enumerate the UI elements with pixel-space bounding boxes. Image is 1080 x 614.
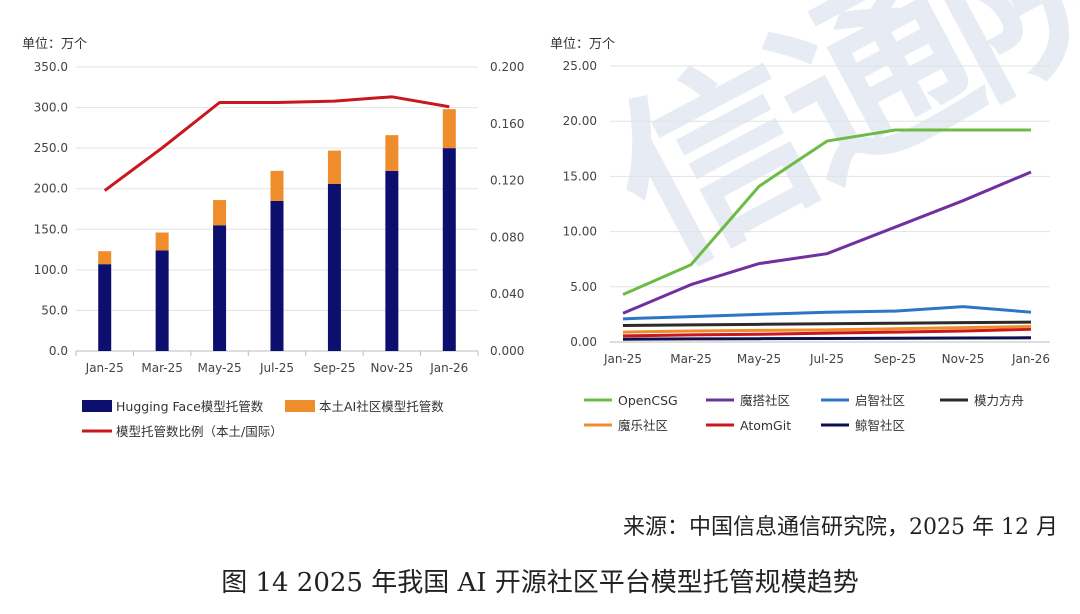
series-line bbox=[622, 325, 1032, 334]
right-x-tick-label: Jan-26 bbox=[1011, 352, 1050, 366]
legend-swatch bbox=[82, 400, 112, 412]
ratio-line bbox=[103, 95, 450, 192]
bar-segment bbox=[385, 170, 399, 351]
legend-label: 启智社区 bbox=[855, 393, 905, 408]
left-x-tick-label: Mar-25 bbox=[141, 361, 182, 375]
right-y-tick-label: 25.00 bbox=[563, 59, 597, 73]
bar-segment bbox=[327, 183, 341, 351]
bar-segment bbox=[270, 200, 284, 351]
left-x-tick-label: Nov-25 bbox=[371, 361, 414, 375]
legend-label: OpenCSG bbox=[618, 393, 678, 408]
series-line bbox=[622, 336, 1032, 341]
right-y-tick-label: 0.00 bbox=[570, 335, 597, 349]
left-y-tick-label: 150.0 bbox=[34, 222, 68, 236]
series-line bbox=[622, 170, 1032, 315]
right-y-tick-label: 0.120 bbox=[490, 174, 524, 188]
figure-caption: 图 14 2025 年我国 AI 开源社区平台模型托管规模趋势 bbox=[221, 568, 859, 598]
series-line bbox=[622, 305, 1032, 321]
legend-swatch bbox=[285, 400, 315, 412]
left-x-tick-label: Sep-25 bbox=[313, 361, 355, 375]
right-x-tick-label: Nov-25 bbox=[942, 352, 985, 366]
right-x-tick-label: May-25 bbox=[737, 352, 781, 366]
left-y-tick-label: 50.0 bbox=[41, 303, 68, 317]
right-y-tick-label: 15.00 bbox=[563, 169, 597, 183]
bar-segment bbox=[155, 232, 169, 251]
left-x-tick-label: Jul-25 bbox=[259, 361, 294, 375]
bar-segment bbox=[98, 264, 112, 351]
right-x-tick-label: Jan-25 bbox=[603, 352, 642, 366]
right-y-tick-label: 0.000 bbox=[490, 344, 524, 358]
legend-label: AtomGit bbox=[740, 418, 791, 433]
right-y-tick-label: 5.00 bbox=[570, 280, 597, 294]
left-y-tick-label: 350.0 bbox=[34, 60, 68, 74]
legend-label: 魔乐社区 bbox=[618, 418, 668, 433]
left-x-tick-label: Jan-26 bbox=[429, 361, 468, 375]
series-line bbox=[622, 128, 1031, 296]
bar-segment bbox=[155, 250, 169, 351]
left-unit-label: 单位：万个 bbox=[22, 37, 87, 52]
bar-segment bbox=[98, 251, 112, 265]
left-y-tick-label: 300.0 bbox=[34, 101, 68, 115]
bar-segment bbox=[270, 170, 284, 201]
right-x-tick-label: Jul-25 bbox=[809, 352, 844, 366]
bar-segment bbox=[213, 200, 227, 226]
source-note: 来源：中国信息通信研究院，2025 年 12 月 bbox=[623, 515, 1058, 540]
right-y-tick-label: 10.00 bbox=[563, 225, 597, 239]
bar-segment bbox=[442, 109, 456, 149]
right-x-tick-label: Sep-25 bbox=[874, 352, 916, 366]
left-chart: 单位：万个 0.0 50.0 100.0 150.0 200.0 250.0 300.0 350… bbox=[22, 37, 524, 439]
left-y-tick-label: 100.0 bbox=[34, 263, 68, 277]
right-x-tick-label: Mar-25 bbox=[670, 352, 711, 366]
left-x-tick-label: Jan-25 bbox=[85, 361, 124, 375]
bar-segment bbox=[327, 150, 341, 184]
series-line bbox=[622, 320, 1032, 327]
legend-label: 鲸智社区 bbox=[855, 418, 905, 433]
series-line bbox=[622, 327, 1032, 338]
legend-label: 模力方舟 bbox=[974, 393, 1024, 408]
right-unit-label: 单位：万个 bbox=[550, 37, 615, 52]
legend-label: Hugging Face模型托管数 bbox=[116, 399, 264, 414]
right-y-tick-label: 20.00 bbox=[563, 114, 597, 128]
right-y-tick-label: 0.200 bbox=[490, 60, 524, 74]
bar-segment bbox=[442, 148, 456, 351]
left-y-tick-label: 0.0 bbox=[49, 344, 68, 358]
bar-segment bbox=[213, 225, 227, 351]
legend-label: 本土AI社区模型托管数 bbox=[319, 399, 444, 414]
right-y-tick-label: 0.040 bbox=[490, 287, 524, 301]
legend-label: 模型托管数比例（本土/国际） bbox=[116, 424, 283, 439]
right-y-tick-label: 0.080 bbox=[490, 230, 524, 244]
left-y-tick-label: 250.0 bbox=[34, 141, 68, 155]
right-y-tick-label: 0.160 bbox=[490, 117, 524, 131]
bar-segment bbox=[385, 135, 399, 171]
left-x-tick-label: May-25 bbox=[197, 361, 241, 375]
left-y-tick-label: 200.0 bbox=[34, 182, 68, 196]
right-chart: 单位：万个 0.00 5.00 10.00 15.00 20.00 25.00 Jan-25 M… bbox=[550, 37, 1050, 433]
legend-label: 魔搭社区 bbox=[740, 393, 790, 408]
